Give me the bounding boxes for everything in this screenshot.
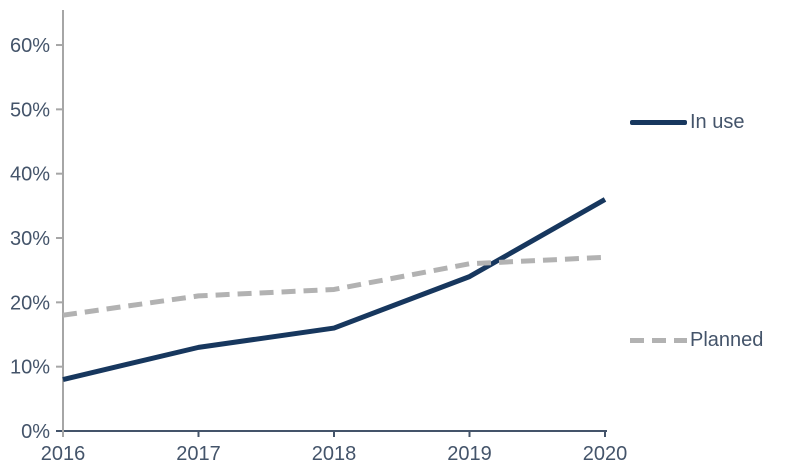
svg-text:10%: 10%	[10, 357, 50, 379]
svg-text:60%: 60%	[10, 35, 50, 57]
legend-item-in-use: In use	[630, 111, 744, 133]
planned-line-swatch	[630, 337, 687, 343]
svg-text:2017: 2017	[176, 443, 221, 465]
legend-item-planned: Planned	[630, 329, 763, 351]
svg-text:2019: 2019	[447, 443, 492, 465]
svg-text:2016: 2016	[41, 443, 86, 465]
svg-text:40%: 40%	[10, 164, 50, 186]
legend-label-planned: Planned	[690, 329, 764, 351]
in-use-line-swatch	[630, 119, 687, 125]
svg-text:2020: 2020	[583, 443, 628, 465]
svg-text:50%: 50%	[10, 99, 50, 121]
svg-text:2018: 2018	[312, 443, 357, 465]
svg-text:20%: 20%	[10, 292, 50, 314]
svg-text:30%: 30%	[10, 228, 50, 250]
legend-label-in-use: In use	[690, 111, 745, 133]
svg-text:0%: 0%	[21, 421, 50, 443]
